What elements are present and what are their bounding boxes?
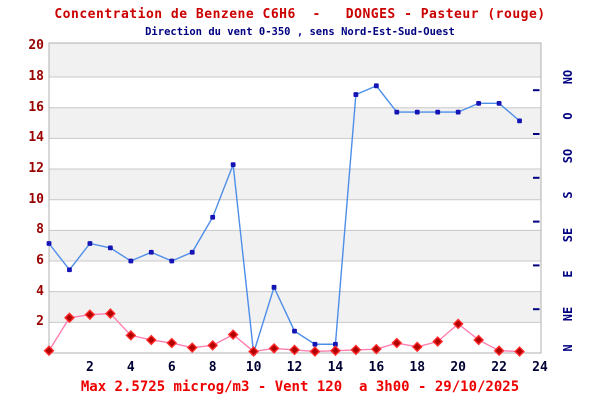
wind-point-marker xyxy=(148,249,154,255)
wind-point-marker xyxy=(496,100,502,106)
wind-point-marker xyxy=(394,109,400,115)
benzene-point-marker xyxy=(227,329,239,340)
benzene-point-marker xyxy=(104,308,116,319)
benzene-point-marker xyxy=(207,339,219,351)
wind-point-marker xyxy=(107,245,113,251)
benzene-point-marker xyxy=(248,346,259,357)
benzene-point-marker xyxy=(432,336,444,347)
benzene-point-marker xyxy=(166,337,178,349)
benzene-point-marker xyxy=(289,344,300,356)
benzene-point-marker xyxy=(125,329,137,341)
wind-point-marker xyxy=(312,341,318,347)
wind-point-marker xyxy=(87,241,93,246)
wind-point-marker xyxy=(169,258,175,264)
benzene-point-marker xyxy=(493,345,505,357)
wind-point-marker xyxy=(67,267,72,273)
wind-point-marker xyxy=(353,92,359,97)
benzene-point-marker xyxy=(268,343,280,354)
wind-point-marker xyxy=(271,284,277,290)
benzene-point-marker xyxy=(145,334,157,346)
benzene-point-marker xyxy=(309,346,321,357)
wind-point-marker xyxy=(128,258,134,264)
wind-point-marker xyxy=(210,214,216,220)
wind-point-marker xyxy=(333,341,338,347)
wind-point-marker xyxy=(476,100,482,106)
grid-band xyxy=(49,107,541,139)
wind-point-marker xyxy=(46,241,52,246)
benzene-series-line xyxy=(48,312,520,353)
grid-band xyxy=(49,230,541,262)
wind-series-line xyxy=(48,84,520,354)
wind-point-marker xyxy=(517,118,522,124)
wind-point-marker xyxy=(189,249,195,255)
benzene-point-marker xyxy=(473,334,485,346)
benzene-point-marker xyxy=(43,345,55,357)
wind-point-marker xyxy=(230,162,236,168)
grid-band xyxy=(49,291,541,323)
grid-band xyxy=(49,169,541,200)
benzene-point-marker xyxy=(391,337,403,349)
benzene-point-marker xyxy=(350,344,362,356)
benzene-point-marker xyxy=(64,312,75,324)
benzene-point-marker xyxy=(330,345,341,357)
benzene-point-marker xyxy=(370,343,382,355)
wind-point-marker xyxy=(435,109,441,115)
wind-point-marker xyxy=(373,83,379,89)
grid-band xyxy=(49,43,541,78)
benzene-point-marker xyxy=(514,346,525,357)
benzene-point-marker xyxy=(84,309,96,321)
wind-point-marker xyxy=(414,109,420,115)
wind-point-marker xyxy=(292,328,297,334)
wind-point-marker xyxy=(455,109,461,115)
benzene-point-marker xyxy=(452,318,464,330)
benzene-point-marker xyxy=(411,341,423,353)
benzene-point-marker xyxy=(186,342,198,354)
